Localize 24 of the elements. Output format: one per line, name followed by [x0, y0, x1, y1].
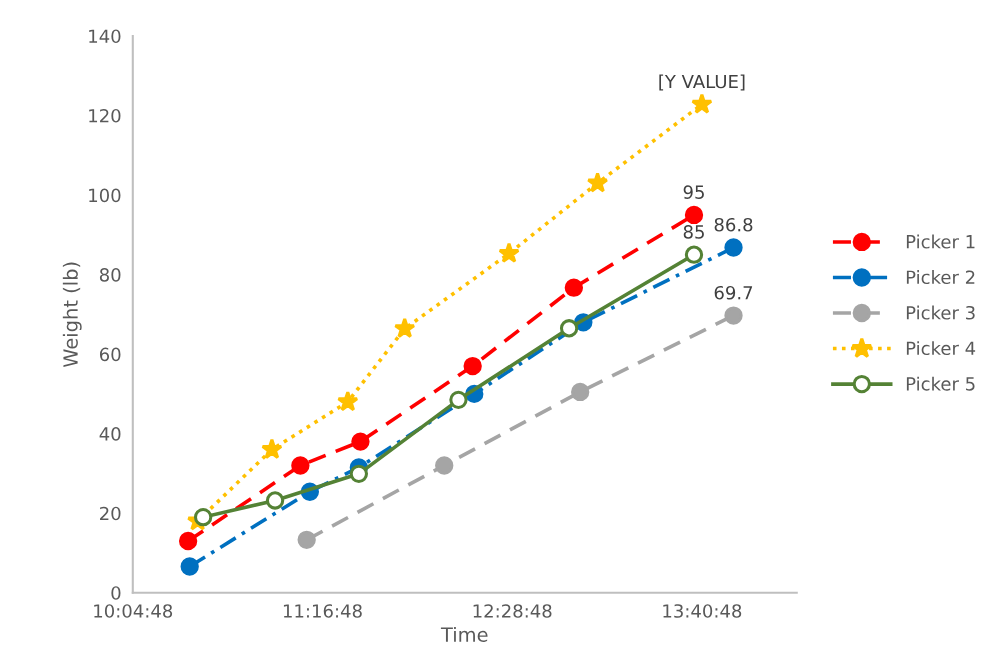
y-tick-label: 40 — [99, 427, 121, 441]
legend-label: Picker 2 — [906, 270, 975, 285]
x-tick-label: 10:04:48 — [94, 604, 173, 618]
legend-label: Picker 1 — [906, 234, 975, 249]
legend-label: Picker 4 — [906, 341, 976, 356]
y-tick-label: 140 — [89, 29, 121, 44]
y-axis-title: Weight (lb) — [62, 262, 82, 368]
x-tick-label: 13:40:48 — [663, 604, 742, 618]
data-label: 85 — [683, 225, 704, 239]
x-tick-label: 12:28:48 — [473, 604, 552, 618]
y-tick-label: 80 — [99, 268, 121, 282]
data-label: 69.7 — [714, 285, 753, 300]
y-tick-label: 20 — [100, 506, 121, 521]
x-axis-title: Time — [440, 626, 488, 642]
x-tick-label: 11:16:48 — [283, 604, 362, 618]
data-label: 95 — [683, 185, 704, 199]
data-label: 86.8 — [714, 217, 753, 232]
legend-label: Picker 5 — [906, 376, 975, 391]
y-tick-label: 120 — [89, 108, 121, 123]
data-label: [Y VALUE] — [659, 74, 745, 91]
y-tick-label: 100 — [89, 188, 121, 203]
y-tick-label: 60 — [99, 347, 121, 362]
y-tick-label: 0 — [111, 586, 121, 600]
legend-label: Picker 3 — [906, 305, 975, 320]
